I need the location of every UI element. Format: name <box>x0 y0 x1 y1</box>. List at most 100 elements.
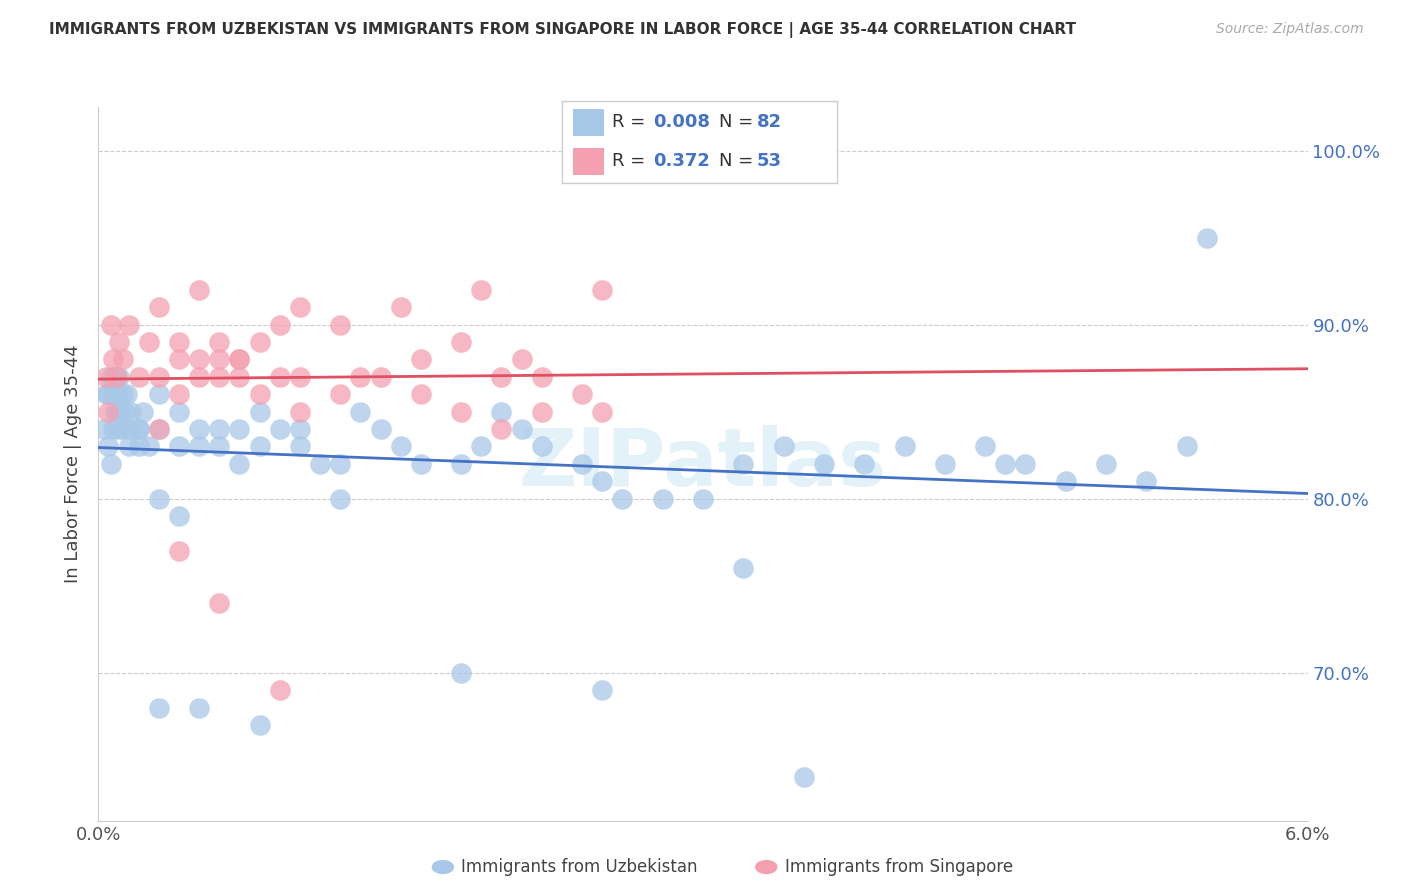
Point <box>111 387 134 401</box>
Point <box>994 457 1017 471</box>
Point <box>491 369 513 384</box>
Point <box>409 457 432 471</box>
Point <box>228 352 250 367</box>
Point <box>107 369 129 384</box>
Point <box>733 457 755 471</box>
Point <box>100 318 122 332</box>
Point <box>100 369 122 384</box>
Point <box>105 387 128 401</box>
Point <box>571 457 593 471</box>
Point <box>269 369 291 384</box>
Point <box>148 700 170 714</box>
Point <box>101 387 124 401</box>
Point <box>249 718 271 732</box>
Point <box>389 300 412 314</box>
Point <box>138 439 160 453</box>
Point <box>97 387 120 401</box>
Point <box>138 334 160 349</box>
Point <box>249 334 271 349</box>
Point <box>188 700 211 714</box>
Text: Immigrants from Singapore: Immigrants from Singapore <box>785 858 1012 876</box>
Point <box>651 491 673 506</box>
Point <box>167 439 190 453</box>
Point <box>450 457 472 471</box>
Point <box>1175 439 1198 453</box>
Point <box>103 369 125 384</box>
Point <box>107 404 129 418</box>
Point <box>167 352 190 367</box>
Point <box>470 283 492 297</box>
Point <box>128 422 150 436</box>
Y-axis label: In Labor Force | Age 35-44: In Labor Force | Age 35-44 <box>65 344 83 583</box>
Text: ZIPatlas: ZIPatlas <box>519 425 887 503</box>
Point <box>111 352 134 367</box>
Point <box>228 422 250 436</box>
Point <box>288 369 311 384</box>
Point <box>115 387 138 401</box>
Point <box>813 457 835 471</box>
Point <box>591 404 613 418</box>
Bar <box>574 109 603 136</box>
Point <box>97 404 120 418</box>
Point <box>97 439 120 453</box>
Point <box>228 457 250 471</box>
Point <box>571 387 593 401</box>
Point <box>188 352 211 367</box>
Point <box>591 683 613 698</box>
Point <box>105 369 128 384</box>
Point <box>450 404 472 418</box>
Point <box>510 422 533 436</box>
Point <box>893 439 915 453</box>
Point <box>1054 475 1077 489</box>
Point <box>208 439 231 453</box>
Text: 0.372: 0.372 <box>652 152 710 169</box>
Point <box>491 404 513 418</box>
Point <box>389 439 412 453</box>
Point <box>103 404 125 418</box>
Point <box>974 439 997 453</box>
Point <box>370 422 392 436</box>
Point <box>120 404 142 418</box>
Point <box>612 491 634 506</box>
Point <box>167 404 190 418</box>
Point <box>1014 457 1036 471</box>
Point <box>114 404 136 418</box>
Point <box>934 457 956 471</box>
Point <box>692 491 714 506</box>
Point <box>100 457 122 471</box>
Point <box>510 352 533 367</box>
Bar <box>574 147 603 175</box>
Point <box>228 352 250 367</box>
Point <box>530 404 553 418</box>
Point <box>450 665 472 680</box>
Point <box>118 422 141 436</box>
Point <box>148 300 170 314</box>
Point <box>167 387 190 401</box>
Point <box>591 283 613 297</box>
Point <box>107 334 129 349</box>
Point <box>370 369 392 384</box>
Point <box>148 422 170 436</box>
Point <box>208 352 231 367</box>
Text: R =: R = <box>612 113 651 131</box>
Point <box>1095 457 1118 471</box>
Point <box>107 422 129 436</box>
Point <box>148 387 170 401</box>
Point <box>491 422 513 436</box>
Point <box>772 439 794 453</box>
Point <box>208 596 231 610</box>
Point <box>329 491 352 506</box>
Text: IMMIGRANTS FROM UZBEKISTAN VS IMMIGRANTS FROM SINGAPORE IN LABOR FORCE | AGE 35-: IMMIGRANTS FROM UZBEKISTAN VS IMMIGRANTS… <box>49 22 1076 38</box>
Point <box>228 369 250 384</box>
Text: N =: N = <box>718 113 759 131</box>
Point <box>132 404 155 418</box>
Text: N =: N = <box>718 152 759 169</box>
Point <box>96 387 118 401</box>
Point <box>128 369 150 384</box>
Point <box>793 770 815 784</box>
Point <box>329 457 352 471</box>
Point <box>853 457 876 471</box>
Point <box>530 369 553 384</box>
Point <box>329 387 352 401</box>
Point <box>107 404 129 418</box>
